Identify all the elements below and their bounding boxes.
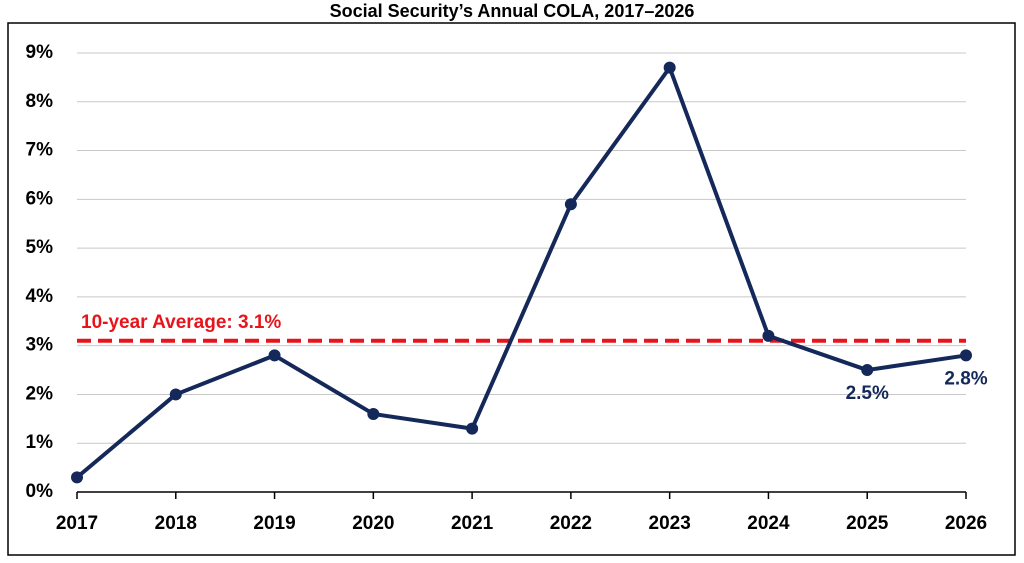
y-tick-label: 9%: [26, 42, 54, 63]
y-tick-label: 0%: [26, 481, 54, 502]
data-point: [169, 388, 182, 401]
data-line: [75, 65, 967, 479]
x-tick-label: 2023: [649, 513, 691, 534]
data-point: [71, 471, 83, 484]
data-point: [268, 349, 281, 362]
data-point: [466, 422, 479, 435]
data-point: [367, 407, 380, 420]
x-tick-label: 2017: [56, 513, 98, 534]
x-tick-label: 2018: [155, 513, 197, 534]
y-tick-label: 1%: [26, 432, 54, 453]
data-label: 2.8%: [944, 368, 987, 389]
y-tick-label: 5%: [26, 237, 54, 258]
x-tick-label: 2022: [550, 513, 592, 534]
x-tick-label: 2026: [945, 513, 987, 534]
data-point: [663, 61, 676, 74]
reference-label: 10-year Average: 3.1%: [81, 312, 281, 333]
data-label: 2.5%: [846, 383, 889, 404]
data-point: [960, 349, 972, 362]
y-tick-label: 3%: [26, 335, 54, 356]
y-tick-label: 8%: [26, 91, 54, 112]
data-point: [762, 329, 775, 342]
data-point: [564, 198, 577, 211]
x-tick-label: 2025: [846, 513, 889, 534]
y-tick-label: 2%: [26, 383, 54, 404]
chart-frame: [7, 22, 1016, 556]
x-tick-label: 2024: [747, 513, 790, 534]
y-tick-label: 6%: [26, 188, 54, 209]
chart-title: Social Security’s Annual COLA, 2017–2026: [330, 1, 695, 21]
data-point: [861, 364, 874, 377]
y-tick-label: 7%: [26, 140, 54, 161]
x-tick-label: 2019: [253, 513, 295, 534]
y-tick-label: 4%: [26, 286, 54, 307]
x-tick-label: 2021: [451, 513, 494, 534]
x-tick-label: 2020: [352, 513, 394, 534]
